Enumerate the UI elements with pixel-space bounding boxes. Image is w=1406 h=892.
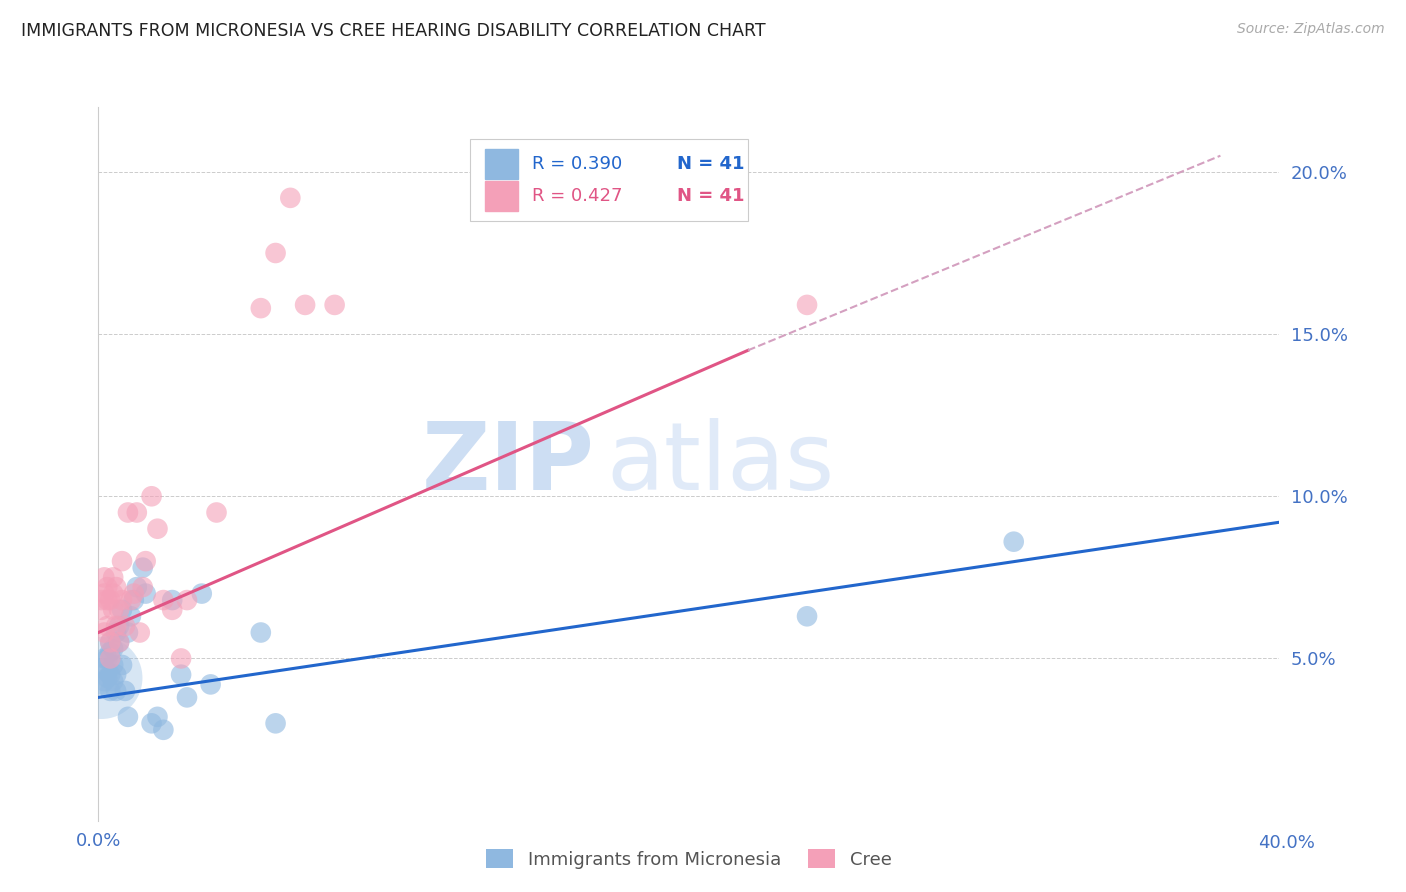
Bar (485, 181, 517, 211)
Text: R = 0.390: R = 0.390 (531, 155, 621, 173)
Point (98, 593, 121, 607)
Point (103, 657, 125, 672)
Text: atlas: atlas (606, 417, 835, 510)
Point (96, 651, 118, 665)
Point (98, 645, 121, 659)
Text: 40.0%: 40.0% (1258, 834, 1315, 852)
Point (120, 609, 142, 624)
Point (170, 651, 193, 665)
Point (103, 641, 125, 656)
Point (205, 506, 228, 520)
Point (90, 603, 112, 617)
Point (108, 635, 131, 649)
Point (132, 580, 155, 594)
Point (93, 674, 115, 689)
Point (98, 651, 121, 665)
Point (105, 619, 128, 633)
Point (98, 635, 121, 649)
Point (120, 593, 142, 607)
Point (93, 651, 115, 665)
Point (105, 667, 128, 681)
Point (152, 593, 174, 607)
Point (90, 661, 112, 675)
Point (93, 625, 115, 640)
Point (96, 619, 118, 633)
Point (96, 665, 118, 679)
Point (132, 560, 155, 574)
Text: N = 41: N = 41 (678, 155, 745, 173)
Point (141, 716, 163, 731)
Point (90, 671, 112, 685)
Point (264, 716, 287, 731)
Text: N = 41: N = 41 (678, 187, 745, 205)
Point (114, 684, 136, 698)
Point (135, 586, 157, 600)
Text: R = 0.427: R = 0.427 (531, 187, 623, 205)
Point (1002, 534, 1025, 549)
Point (103, 586, 125, 600)
Point (108, 635, 131, 649)
FancyBboxPatch shape (471, 139, 748, 221)
Point (125, 580, 148, 594)
Point (98, 635, 121, 649)
Point (200, 677, 222, 691)
Text: Source: ZipAtlas.com: Source: ZipAtlas.com (1237, 22, 1385, 37)
Point (105, 684, 128, 698)
Point (122, 586, 145, 600)
Point (105, 580, 128, 594)
Point (90, 677, 112, 691)
Point (105, 625, 128, 640)
Point (111, 593, 134, 607)
Point (170, 667, 193, 681)
Point (103, 674, 125, 689)
Point (108, 603, 131, 617)
Point (176, 690, 198, 705)
Point (264, 246, 287, 260)
Point (250, 301, 273, 315)
Point (96, 671, 118, 685)
Point (93, 570, 115, 584)
Point (141, 489, 163, 503)
Point (96, 593, 118, 607)
Point (152, 723, 174, 737)
Point (162, 603, 183, 617)
Point (117, 506, 139, 520)
Point (117, 710, 139, 724)
Point (93, 586, 115, 600)
Point (146, 710, 169, 724)
Point (117, 625, 139, 640)
Point (162, 593, 183, 607)
Point (796, 298, 818, 312)
Point (250, 625, 273, 640)
Point (96, 580, 118, 594)
Point (103, 603, 125, 617)
Point (125, 506, 148, 520)
Point (176, 593, 198, 607)
Point (103, 570, 125, 584)
Point (108, 619, 131, 633)
Point (135, 554, 157, 568)
Point (111, 554, 134, 568)
Point (111, 603, 134, 617)
Point (111, 657, 134, 672)
Point (98, 667, 121, 681)
Point (294, 298, 316, 312)
Text: IMMIGRANTS FROM MICRONESIA VS CREE HEARING DISABILITY CORRELATION CHART: IMMIGRANTS FROM MICRONESIA VS CREE HEARI… (21, 22, 766, 40)
Point (98, 684, 121, 698)
Point (146, 522, 169, 536)
Legend: Immigrants from Micronesia, Cree: Immigrants from Micronesia, Cree (479, 842, 898, 876)
Point (90, 593, 112, 607)
Point (128, 625, 150, 640)
Point (796, 609, 818, 624)
Bar (485, 149, 517, 179)
Text: ZIP: ZIP (422, 417, 595, 510)
Point (191, 586, 214, 600)
Point (323, 298, 346, 312)
Point (278, 191, 302, 205)
Point (114, 619, 136, 633)
Point (122, 593, 145, 607)
